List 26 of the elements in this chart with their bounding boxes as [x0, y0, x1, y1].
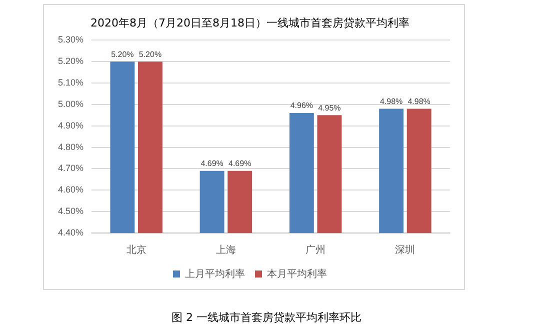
- chart-title: 2020年8月（7月20日至8月18日）一线城市首套房贷款平均利率: [90, 16, 410, 30]
- caption: 图 2 一线城市首套房贷款平均利率环比: [170, 310, 362, 325]
- y-tick-label: 5.20%: [58, 56, 84, 66]
- y-tick-label: 5.10%: [58, 78, 84, 88]
- data-label: 4.96%: [290, 101, 314, 110]
- x-tick-label: 北京: [126, 244, 146, 256]
- data-label: 5.20%: [138, 50, 162, 59]
- y-tick-label: 5.30%: [58, 34, 84, 45]
- y-tick-label: 4.70%: [58, 163, 84, 174]
- data-label: 4.98%: [408, 96, 430, 106]
- y-tick-label: 4.40%: [58, 227, 84, 238]
- x-tick-label: 深圳: [395, 244, 416, 256]
- y-tick-label: 4.60%: [58, 184, 84, 195]
- legend-label: 上月平均利率: [185, 268, 245, 280]
- y-tick-label: 5.00%: [58, 98, 84, 109]
- data-label: 4.69%: [200, 159, 224, 168]
- data-label: 4.98%: [380, 96, 403, 106]
- y-tick-label: 4.80%: [58, 142, 84, 152]
- y-tick-label: 4.90%: [58, 120, 84, 130]
- data-label: 4.95%: [318, 103, 341, 112]
- data-label: 4.69%: [228, 159, 252, 168]
- x-tick-label: 广州: [306, 244, 326, 256]
- data-label: 5.20%: [111, 50, 134, 59]
- x-tick-label: 上海: [216, 244, 236, 256]
- legend-label: 本月平均利率: [267, 268, 327, 280]
- y-tick-label: 4.50%: [58, 206, 84, 216]
